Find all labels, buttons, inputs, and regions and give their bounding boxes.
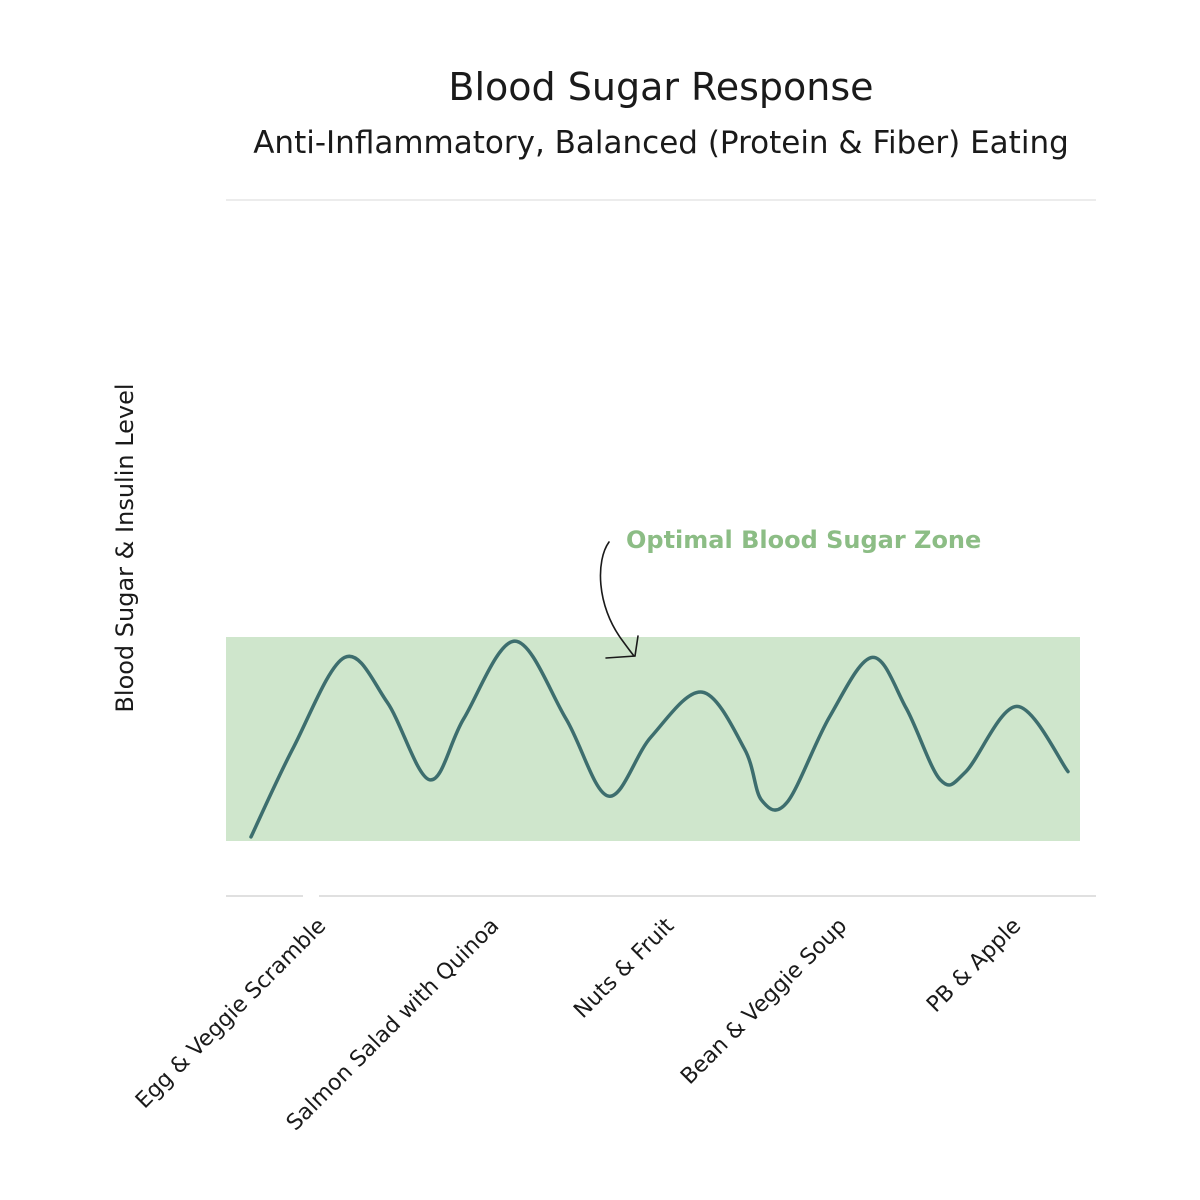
chart-title: Blood Sugar Response [448, 65, 873, 109]
annotation-arrow [599, 541, 639, 659]
series-line [249, 639, 1070, 839]
x-tick-label: Nuts & Fruit [569, 913, 679, 1023]
chart-subtitle: Anti-Inflammatory, Balanced (Protein & F… [253, 125, 1069, 161]
x-tick-label: PB & Apple [922, 914, 1026, 1018]
x-tick-label: Bean & Veggie Soup [676, 914, 852, 1090]
optimal-zone-band [226, 637, 1080, 841]
y-axis-label: Blood Sugar & Insulin Level [111, 383, 139, 712]
zone-annotation-label: Optimal Blood Sugar Zone [626, 526, 981, 554]
x-tick-label: Egg & Veggie Scramble [131, 914, 331, 1114]
